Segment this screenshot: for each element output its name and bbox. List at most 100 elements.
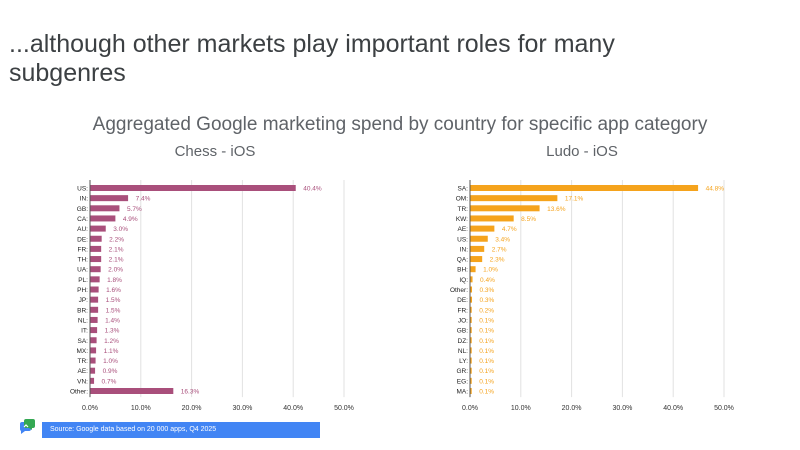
bar — [470, 195, 558, 202]
value-label: 0.9% — [103, 368, 118, 375]
bar — [90, 185, 296, 191]
bar — [470, 388, 472, 394]
x-tick-label: 40.0% — [663, 405, 683, 412]
category-label: US: — [77, 186, 88, 193]
category-label: DE: — [457, 297, 468, 304]
bar — [470, 306, 472, 313]
x-tick-label: 20.0% — [562, 405, 582, 412]
value-label: 2.7% — [492, 246, 507, 253]
bar — [470, 377, 472, 384]
category-label: BR: — [77, 307, 88, 314]
bar — [90, 286, 99, 293]
category-label: IQ: — [459, 277, 468, 284]
category-label: AE: — [78, 368, 89, 375]
x-tick-label: 50.0% — [714, 405, 734, 412]
chess-chart-title: Chess - iOS — [174, 143, 256, 160]
value-label: 40.4% — [303, 186, 322, 193]
bar — [90, 266, 101, 273]
category-label: DE: — [77, 236, 88, 243]
category-label: IT: — [81, 328, 88, 335]
category-label: MA: — [456, 389, 468, 396]
bar — [470, 215, 514, 222]
category-label: MX: — [76, 348, 88, 355]
bar — [90, 347, 97, 354]
category-label: Other: — [70, 389, 88, 396]
bar — [90, 205, 120, 212]
x-tick-label: 50.0% — [334, 405, 354, 412]
bar — [90, 367, 96, 374]
bar — [470, 225, 495, 232]
value-label: 4.9% — [123, 216, 138, 223]
google-ads-chat-logo-icon — [19, 419, 35, 434]
bar — [90, 337, 97, 344]
value-label: 1.0% — [103, 358, 118, 365]
value-label: 7.4% — [136, 196, 151, 203]
category-label: QA: — [457, 257, 468, 264]
x-tick-label: 10.0% — [131, 405, 151, 412]
category-label: BH: — [457, 267, 468, 274]
bar — [470, 357, 472, 364]
x-tick-label: 30.0% — [232, 405, 252, 412]
bar — [90, 256, 102, 263]
value-label: 17.1% — [565, 196, 584, 203]
chess-bar-chart: 0.0% 10.0% 20.0% 30.0% 40.0% 50.0% US: 40.4% IN:… — [70, 180, 354, 412]
x-tick-label: 0.0% — [462, 405, 478, 412]
category-label: AU: — [77, 226, 88, 233]
x-tick-label: 0.0% — [82, 405, 98, 412]
bar — [90, 276, 100, 283]
category-label: SA: — [78, 338, 89, 345]
category-label: UA: — [77, 267, 88, 274]
bar — [90, 306, 99, 313]
ludo-bar-chart: 0.0% 10.0% 20.0% 30.0% 40.0% 50.0% SA: 44.8% OM:… — [450, 180, 734, 412]
value-label: 8.5% — [521, 216, 536, 223]
value-label: 2.2% — [109, 236, 124, 243]
chart-subtitle: Aggregated Google marketing spend by cou… — [92, 114, 708, 135]
value-label: 2.1% — [109, 246, 124, 253]
bar — [90, 327, 98, 334]
bar — [90, 215, 116, 222]
source-note: Source: Google data based on 20 000 apps… — [42, 422, 320, 438]
value-label: 1.1% — [104, 348, 119, 355]
value-label: 0.1% — [479, 368, 494, 375]
bar — [90, 388, 174, 394]
category-label: FR: — [458, 307, 469, 314]
category-label: NL: — [458, 348, 468, 355]
bar — [470, 266, 476, 273]
value-label: 2.1% — [109, 257, 124, 264]
category-label: VN: — [77, 378, 88, 385]
category-label: TR: — [458, 206, 469, 213]
value-label: 0.1% — [479, 358, 494, 365]
category-label: LY: — [459, 358, 468, 365]
value-label: 1.3% — [105, 328, 120, 335]
bar — [90, 377, 95, 384]
bar — [90, 245, 102, 252]
x-tick-label: 40.0% — [283, 405, 303, 412]
category-label: TR: — [78, 358, 89, 365]
bar — [470, 205, 540, 212]
category-label: JP: — [79, 297, 89, 304]
category-label: IN: — [460, 246, 469, 253]
category-label: TH: — [78, 257, 89, 264]
value-label: 0.3% — [480, 297, 495, 304]
category-label: GB: — [77, 206, 88, 213]
bar — [90, 357, 96, 364]
bar — [470, 347, 472, 354]
category-label: OM: — [456, 196, 468, 203]
value-label: 4.7% — [502, 226, 517, 233]
value-label: 0.7% — [102, 378, 117, 385]
category-label: FR: — [78, 246, 89, 253]
value-label: 1.6% — [106, 287, 121, 294]
value-label: 1.2% — [104, 338, 119, 345]
value-label: 0.1% — [479, 378, 494, 385]
category-label: DZ: — [458, 338, 469, 345]
slide-title: ...although other markets play important… — [9, 30, 615, 87]
value-label: 0.1% — [479, 317, 494, 324]
value-label: 16.3% — [181, 389, 200, 396]
value-label: 0.1% — [479, 348, 494, 355]
category-label: SA: — [458, 186, 469, 193]
category-label: CA: — [77, 216, 88, 223]
bar — [470, 235, 488, 242]
category-label: AE: — [458, 226, 469, 233]
category-label: IN: — [80, 196, 89, 203]
bar — [470, 245, 485, 252]
